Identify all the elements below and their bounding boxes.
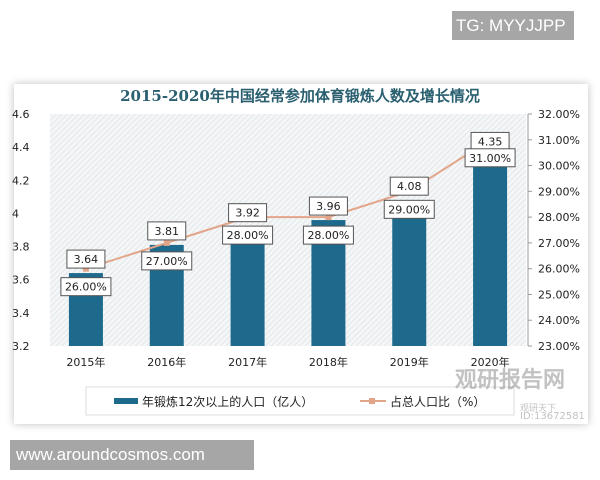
left-tick-label: 3.8 (12, 241, 30, 254)
right-tick-label: 29.00% (538, 185, 580, 198)
line-value-label-box (60, 277, 112, 297)
watermark-tag: TG: MYYJJPP (452, 11, 574, 40)
left-tick-label: 4.6 (12, 108, 30, 121)
legend-bar-label: 年锻炼12次以上的人口（亿人） (142, 394, 313, 409)
bar-value-label: 3.92 (235, 207, 260, 220)
bar (473, 155, 508, 346)
x-tick-label: 2015年 (66, 355, 105, 369)
bar-value-label-box (66, 249, 106, 269)
line-value-label-box (302, 225, 354, 245)
right-tick-label: 30.00% (538, 160, 580, 173)
bar (392, 200, 427, 346)
legend: 年锻炼12次以上的人口（亿人） 占总人口比（%） (85, 386, 515, 416)
line-value-label-box (383, 199, 435, 219)
line-value-label-box (141, 251, 193, 271)
right-tick-label: 25.00% (538, 288, 580, 301)
bar-value-label: 3.64 (74, 253, 99, 266)
left-tick-label: 3.2 (12, 340, 30, 353)
right-tick-label: 28.00% (538, 211, 580, 224)
right-tick-label: 24.00% (538, 314, 580, 327)
right-tick-label: 31.00% (538, 134, 580, 147)
bar-value-label-box (147, 221, 187, 241)
chart-title: 2015-2020年中国经常参加体育锻炼人数及增长情况 (120, 87, 480, 105)
line-marker (325, 214, 332, 221)
legend-line-marker (369, 398, 375, 404)
left-tick-label: 3.6 (12, 274, 30, 287)
x-tick-label: 2018年 (309, 355, 348, 369)
line-value-label: 28.00% (227, 229, 269, 242)
line-value-label: 27.00% (146, 255, 188, 268)
line-value-label: 31.00% (469, 152, 511, 165)
logo-watermark: 观研报告网 (455, 368, 566, 393)
left-tick-label: 4.4 (12, 141, 30, 154)
bar-value-label: 3.81 (155, 225, 180, 238)
x-tick-label: 2017年 (228, 355, 267, 369)
line-value-label: 28.00% (307, 229, 349, 242)
line-marker (82, 265, 89, 272)
x-tick-label: 2019年 (390, 355, 429, 369)
bar-value-label: 4.08 (397, 180, 422, 193)
bar-value-label-box (228, 203, 268, 223)
bar (230, 226, 265, 346)
right-tick-label: 26.00% (538, 263, 580, 276)
legend-line-label: 占总人口比（%） (390, 394, 485, 409)
right-tick-label: 32.00% (538, 108, 580, 121)
left-tick-label: 3.4 (12, 307, 30, 320)
line-value-label-box (222, 225, 274, 245)
bar-value-label: 3.96 (316, 200, 341, 213)
bar-value-label-box (308, 196, 348, 216)
x-tick-label: 2020年 (471, 355, 510, 369)
left-tick-label: 4.2 (12, 174, 30, 187)
left-tick-label: 4 (12, 207, 19, 220)
legend-bar-swatch (114, 398, 138, 404)
logo-watermark-id: ID:13672581 (520, 411, 585, 422)
bar-value-label: 4.35 (478, 135, 503, 148)
plot-area (50, 114, 526, 346)
logo-watermark-sub: 观研天下 (520, 404, 557, 414)
line-value-label: 26.00% (65, 281, 107, 294)
line-value-label: 29.00% (388, 203, 430, 216)
right-tick-label: 23.00% (538, 340, 580, 353)
right-tick-label: 27.00% (538, 237, 580, 250)
x-tick-label: 2016年 (147, 355, 186, 369)
bar-value-label-box (389, 176, 429, 196)
line-value-label-box (464, 148, 516, 168)
site-tag: www.aroundcosmos.com (10, 440, 254, 470)
line-marker (163, 239, 170, 246)
